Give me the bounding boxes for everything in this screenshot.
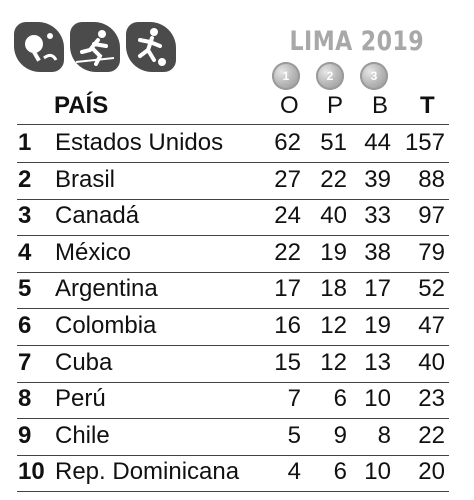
row-country: Cuba <box>55 348 113 376</box>
row-rank: 3 <box>18 202 32 230</box>
row-total: 23 <box>418 385 445 413</box>
row-bronze: 38 <box>364 238 391 266</box>
row-total: 88 <box>418 165 445 193</box>
row-rank: 8 <box>18 385 32 413</box>
row-gold: 7 <box>287 385 301 413</box>
row-rank: 2 <box>18 165 32 193</box>
row-country: Rep. Dominicana <box>55 458 240 486</box>
table-top-rule <box>17 124 449 125</box>
row-gold: 15 <box>274 348 301 376</box>
row-silver: 12 <box>320 348 347 376</box>
row-bronze: 17 <box>364 275 391 303</box>
row-total: 52 <box>418 275 445 303</box>
row-total: 40 <box>418 348 445 376</box>
row-total: 47 <box>418 312 445 339</box>
row-bronze: 10 <box>364 385 391 413</box>
row-gold: 17 <box>274 275 301 303</box>
table-row: 10 Rep. Dominicana 4 6 10 20 <box>17 454 449 493</box>
row-bronze: 33 <box>364 202 391 230</box>
row-silver: 9 <box>333 421 347 449</box>
row-gold: 16 <box>274 312 301 339</box>
row-bronze: 19 <box>364 312 391 339</box>
football-icon <box>126 22 176 72</box>
bronze-medal-icon: 3 <box>360 62 388 90</box>
silver-medal-icon: 2 <box>316 62 344 90</box>
table-row: 4 México 22 19 38 79 <box>17 235 449 273</box>
row-rank: 10 <box>18 458 45 486</box>
row-gold: 24 <box>274 202 301 230</box>
row-total: 20 <box>418 458 445 486</box>
column-header-bronze: B <box>372 92 389 119</box>
row-bronze: 13 <box>364 348 391 376</box>
row-silver: 19 <box>320 238 347 266</box>
table-row: 2 Brasil 27 22 39 88 <box>17 162 449 200</box>
table-row: 3 Canadá 24 40 33 97 <box>17 198 449 237</box>
row-bronze: 39 <box>364 165 391 193</box>
row-gold: 62 <box>274 129 301 156</box>
gold-medal-icon: 1 <box>272 62 300 90</box>
athletics-icon <box>70 22 120 72</box>
row-country: Canadá <box>55 202 140 230</box>
column-header-total: T <box>420 92 435 119</box>
row-country: México <box>55 238 132 266</box>
row-total: 79 <box>418 238 445 266</box>
row-rank: 4 <box>18 238 32 266</box>
table-tennis-icon <box>14 22 64 72</box>
row-rank: 6 <box>18 312 32 339</box>
row-rank: 5 <box>18 275 32 303</box>
row-total: 22 <box>418 421 445 449</box>
table-row: 7 Cuba 15 12 13 40 <box>17 345 449 383</box>
row-rank: 9 <box>18 421 32 449</box>
table-row: 8 Perú 7 6 10 23 <box>17 381 449 420</box>
row-country: Estados Unidos <box>55 129 224 156</box>
row-gold: 27 <box>274 165 301 193</box>
row-silver: 12 <box>320 312 347 339</box>
row-silver: 51 <box>320 129 347 156</box>
row-bronze: 8 <box>377 421 391 449</box>
sport-pictograms <box>14 22 184 82</box>
row-silver: 40 <box>320 202 347 230</box>
row-country: Chile <box>55 421 110 449</box>
row-country: Argentina <box>55 275 158 303</box>
table-row: 6 Colombia 16 12 19 47 <box>17 308 449 346</box>
row-silver: 6 <box>333 458 347 486</box>
row-bronze: 10 <box>364 458 391 486</box>
row-bronze: 44 <box>364 129 391 156</box>
table-row: 1 Estados Unidos 62 51 44 157 <box>17 125 449 163</box>
row-country: Brasil <box>55 165 116 193</box>
row-silver: 22 <box>320 165 347 193</box>
row-rank: 1 <box>18 129 32 156</box>
row-gold: 5 <box>287 421 301 449</box>
row-gold: 4 <box>287 458 301 486</box>
row-rank: 7 <box>18 348 32 376</box>
column-header-silver: P <box>327 92 344 119</box>
row-silver: 18 <box>320 275 347 303</box>
row-country: Perú <box>55 385 106 413</box>
row-country: Colombia <box>55 312 157 339</box>
event-title: LIMA 2019 <box>289 26 424 57</box>
row-silver: 6 <box>333 385 347 413</box>
table-row: 9 Chile 5 9 8 22 <box>17 418 449 456</box>
table-row: 5 Argentina 17 18 17 52 <box>17 271 449 310</box>
row-total: 97 <box>418 202 445 230</box>
row-gold: 22 <box>274 238 301 266</box>
column-header-gold: O <box>280 92 299 119</box>
column-header-country: PAÍS <box>54 92 109 119</box>
row-total: 157 <box>404 129 445 156</box>
